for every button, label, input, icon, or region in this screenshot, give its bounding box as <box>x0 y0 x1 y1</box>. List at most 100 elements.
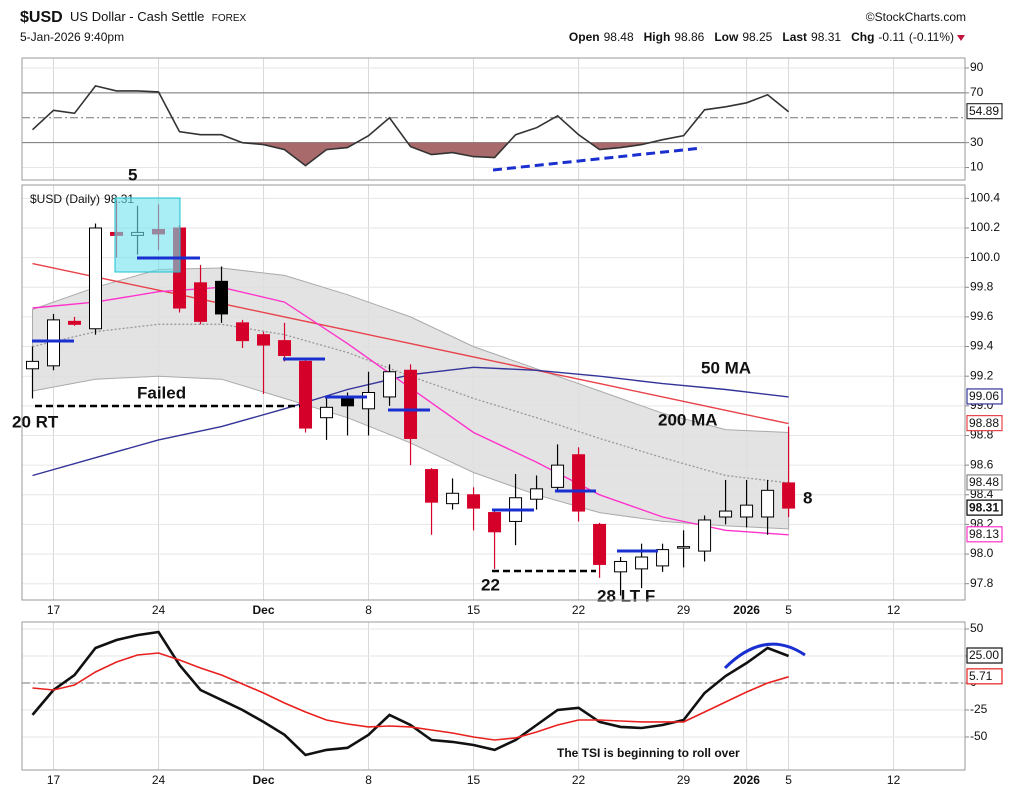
value-box <box>966 499 1003 516</box>
y-tick-label: 90 <box>970 60 984 74</box>
y-tick-label: 99.8 <box>970 279 994 293</box>
annotation: 22 <box>481 575 500 594</box>
panel <box>22 622 965 770</box>
candle-body <box>26 360 40 370</box>
candle-body <box>194 282 208 322</box>
value-box-label: 5.71 <box>969 669 993 683</box>
annotation: 200 MA <box>658 410 718 429</box>
candle-body <box>677 546 691 549</box>
y-tick-label: 100.0 <box>970 250 1000 264</box>
candle-body <box>782 482 796 509</box>
y-tick-label: -25 <box>970 702 988 716</box>
y-tick-label: 97.8 <box>970 576 994 590</box>
y-tick-label: 98.6 <box>970 457 994 471</box>
y-tick-label: 98.0 <box>970 546 994 560</box>
candle-body <box>404 369 418 439</box>
value-box <box>966 526 1003 543</box>
quote-label: Low <box>714 30 739 44</box>
quote-label: Last <box>782 30 807 44</box>
weekly-levels <box>32 256 658 553</box>
candle-body <box>257 334 271 346</box>
candle-body <box>47 319 61 367</box>
symbol: $USD <box>20 9 63 26</box>
y-tick-label: 30 <box>970 135 984 149</box>
quote-value: 98.31 <box>811 30 841 44</box>
moving-average <box>32 262 789 425</box>
candle-body <box>320 406 334 419</box>
x-tick-label: 12 <box>887 603 901 617</box>
annotation: 50 MA <box>701 358 751 377</box>
value-box-label: 98.13 <box>969 527 999 541</box>
value-box <box>966 668 1003 685</box>
y-tick-label: 50 <box>970 621 984 635</box>
quote-value: 98.48 <box>604 30 634 44</box>
candle-body <box>530 488 544 500</box>
source: ©StockCharts.com <box>866 10 966 24</box>
candle-body <box>278 340 292 356</box>
x-tick-label: 17 <box>47 603 61 617</box>
quote-label: High <box>644 30 671 44</box>
y-tick-label: 99.4 <box>970 339 994 353</box>
candle-body <box>446 492 460 505</box>
x-tick-label: 29 <box>677 603 691 617</box>
candle-body <box>236 322 250 342</box>
x-tick-label: 8 <box>365 773 372 787</box>
oversold-fill <box>242 142 650 166</box>
candle-body <box>68 320 82 325</box>
value-box <box>966 103 1003 120</box>
value-box <box>966 474 1003 491</box>
indicator-line <box>31 630 790 757</box>
candle-body <box>656 549 670 567</box>
legend-name: $USD (Daily) <box>30 192 100 206</box>
candle-body <box>341 397 355 407</box>
band-middle <box>32 323 789 484</box>
down-arrow <box>957 35 965 41</box>
candle-body <box>761 489 775 518</box>
candle-body <box>572 454 586 512</box>
trend-line <box>492 146 703 172</box>
x-tick-label: 15 <box>467 603 481 617</box>
candle-body <box>299 360 313 429</box>
annotation: 8 <box>803 488 812 507</box>
candle-body <box>551 464 565 488</box>
candle-body <box>740 504 754 518</box>
value-box-label: 98.31 <box>969 500 999 514</box>
candle-body <box>362 392 376 410</box>
x-tick-label: 22 <box>572 603 586 617</box>
x-tick-label: Dec <box>253 603 275 617</box>
quote-label: Chg <box>851 30 874 44</box>
quote-percent: (-0.11%) <box>909 30 954 44</box>
x-tick-label: 15 <box>467 773 481 787</box>
x-tick-label: 12 <box>887 773 901 787</box>
roll-over-arc <box>723 642 806 670</box>
value-box <box>966 415 1003 432</box>
x-tick-label: 5 <box>785 773 792 787</box>
annotation: The TSI is beginning to roll over <box>557 746 740 760</box>
quote-value: -0.11 <box>878 30 905 44</box>
panel <box>22 58 965 180</box>
x-tick-label: 8 <box>365 603 372 617</box>
candle-body <box>425 469 439 503</box>
annotation: Failed <box>137 383 186 402</box>
annotation: 28 LT F <box>597 586 655 605</box>
x-tick-label: 2026 <box>733 773 760 787</box>
candle-body <box>89 227 103 330</box>
annotation: 20 RT <box>12 412 59 431</box>
quote-label: Open <box>569 30 600 44</box>
value-box-label: 54.89 <box>969 104 999 118</box>
quote-value: 98.25 <box>742 30 772 44</box>
x-tick-label: 29 <box>677 773 691 787</box>
candle-body <box>467 494 481 509</box>
indicator-line <box>31 85 790 167</box>
y-tick-label: 70 <box>970 85 984 99</box>
y-tick-label: 100.2 <box>970 220 1000 234</box>
value-box-label: 98.88 <box>969 416 999 430</box>
y-tick-label: 99.6 <box>970 309 994 323</box>
candle-body <box>635 556 649 570</box>
header-line: $USD US Dollar - Cash Settle FOREX <box>20 9 247 26</box>
candle-body <box>215 280 229 315</box>
panel-frame <box>21 184 966 601</box>
x-tick-label: 24 <box>152 773 166 787</box>
value-box-label: 98.48 <box>969 475 999 489</box>
candle-body <box>719 510 733 518</box>
